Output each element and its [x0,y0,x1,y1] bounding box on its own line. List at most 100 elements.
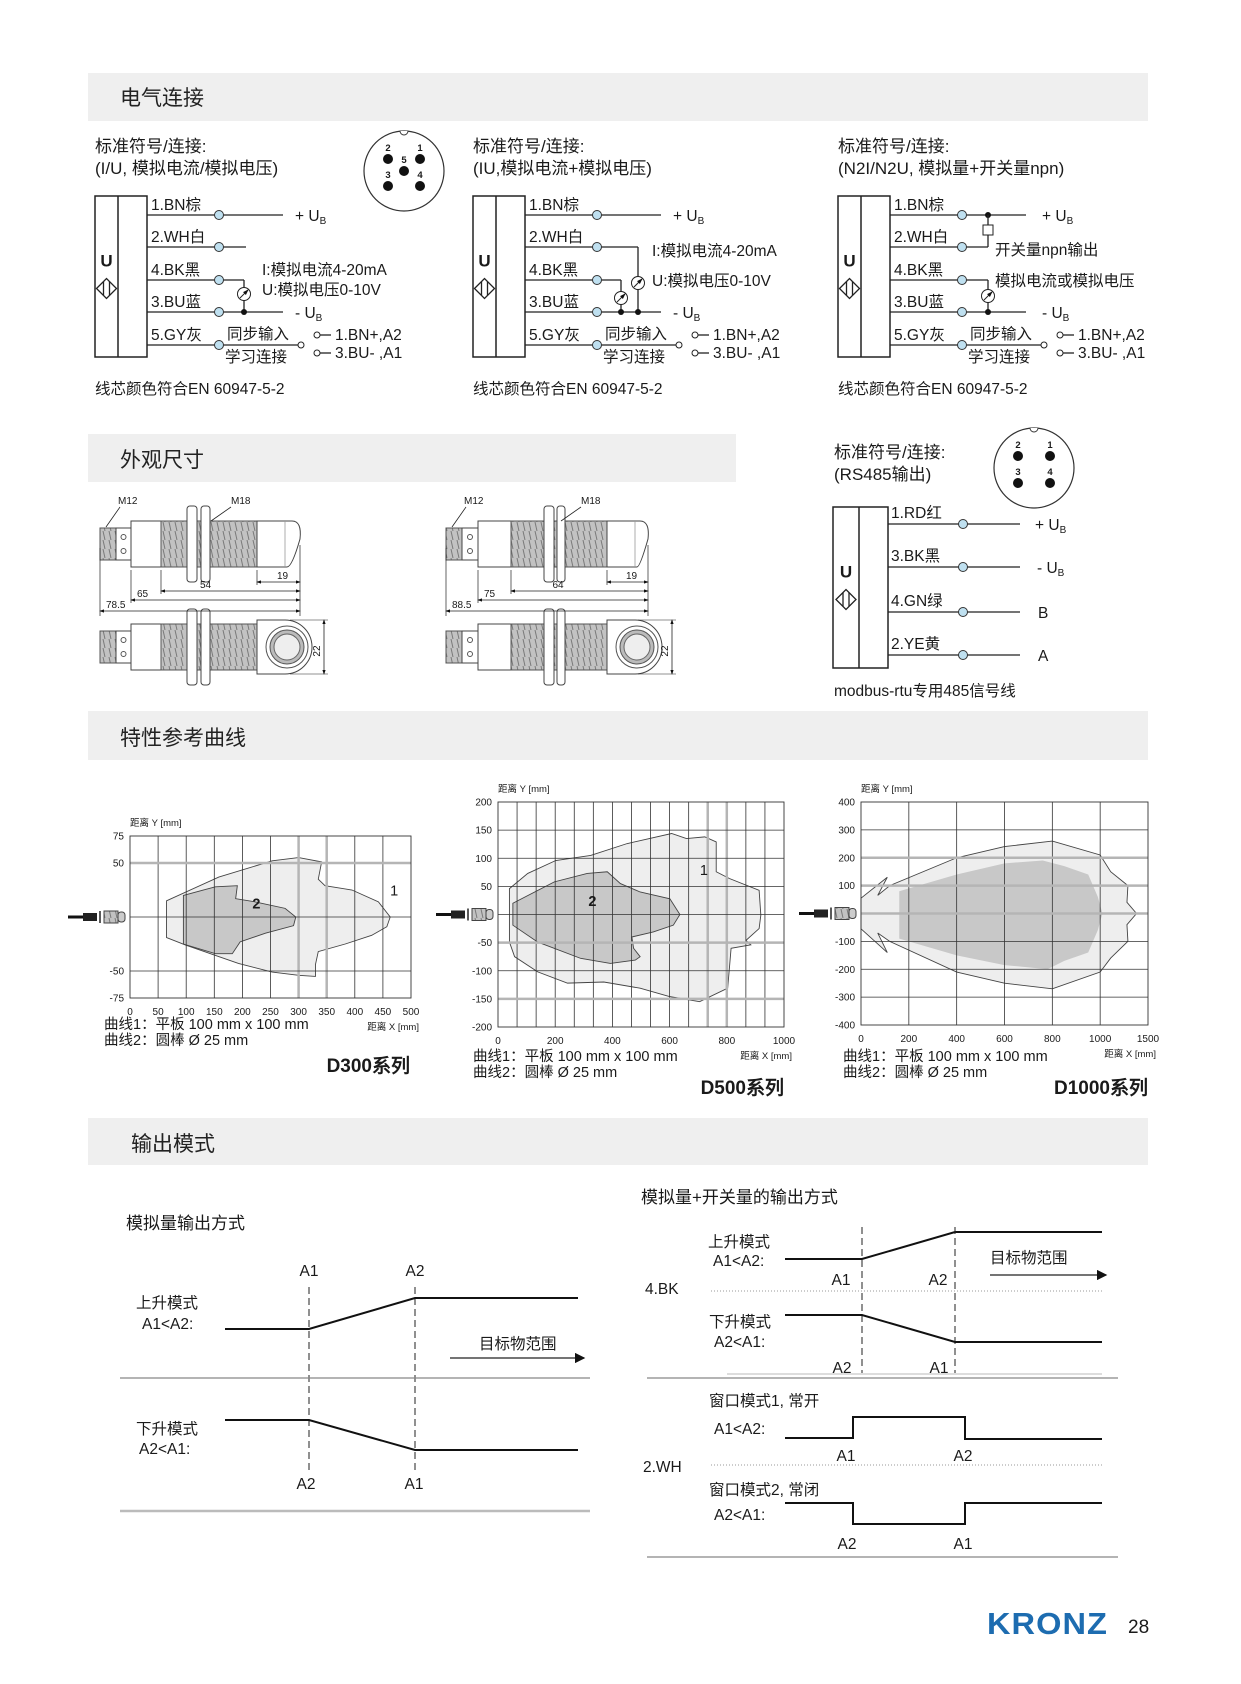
detection-curve-2 [899,860,1103,970]
sensor-block [94,195,148,358]
supply-minus-label: - UB [295,305,323,324]
panel-subtitle: (IU,模拟电流+模拟电压) [473,159,652,178]
wire-label: 2.YE黄 [891,635,940,653]
window-mode-1-curve [785,1416,1102,1440]
threshold-label: A2 [954,1448,973,1465]
bus-b-label: B [1038,605,1048,622]
kronz-logo: KRONZ [987,1606,1108,1641]
terminal-icon [592,275,602,285]
mode-condition: A2<A1: [139,1441,190,1458]
y-tick-label: -200 [835,965,855,976]
threshold-label: A1 [300,1263,319,1280]
sensor-head [256,520,301,568]
modbus-note: modbus-rtu专用485信号线 [834,682,1016,700]
section-title: 输出模式 [131,1133,215,1156]
x-axis-label: 距离 X [mm] [367,1021,419,1033]
terminal-icon [592,242,602,252]
sensor-icon [799,907,857,920]
terminal-icon [957,307,967,317]
section-dimensions: 外观尺寸 [88,434,736,482]
drawing-stroke [983,291,993,301]
target-range-label: 目标物范围 [990,1249,1068,1267]
curve-legend-note: 曲线2：圆棒 Ø 25 mm [104,1032,248,1049]
y-tick-label: 75 [113,832,125,843]
m12-thread [99,527,117,561]
supply-plus-label: + UB [673,208,705,227]
teach-option-label: 1.BN+,A2 [1078,327,1145,344]
connector-housing [461,630,479,664]
series-title: D1000系列 [1054,1077,1148,1099]
teach-option-terminal [1056,349,1064,357]
wire-label: 3.BU蓝 [529,293,579,311]
x-tick-label: 500 [403,1007,420,1018]
threshold-label: A2 [297,1476,316,1493]
connector-pin [1045,451,1055,461]
teach-connection-label: 学习连接 [603,348,665,366]
connector-housing [115,630,132,664]
mounting-nut [200,505,211,583]
width-dimension-value: 22 [660,645,671,657]
y-tick-label: 100 [838,881,855,892]
teach-option-label: 3.BU- ,A1 [1078,345,1145,362]
x-tick-label: 800 [1044,1034,1061,1045]
teach-option-terminal [313,349,321,357]
connector-pin-number: 3 [1015,467,1020,478]
teach-switch-icon [675,341,683,349]
connector-pin [399,166,409,176]
ub-subscript: B [694,313,701,324]
connector-pinout-icon: 1 2 3 45 [363,130,445,212]
ub-subscript: B [1058,568,1065,579]
x-tick-label: 250 [262,1007,279,1018]
y-tick-label: 400 [838,798,855,809]
output-wire-label: 2.WH [643,1459,682,1476]
ub-label: - U [673,305,694,322]
y-tick-label: -200 [472,1023,492,1034]
wire-label: 1.BN棕 [894,196,944,214]
x-tick-label: 0 [127,1007,133,1018]
wire-label: 4.BK黑 [151,262,200,279]
curve-legend-note: 曲线2：圆棒 Ø 25 mm [473,1064,617,1081]
ub-subscript: B [1060,525,1067,536]
mode-condition: A2<A1: [714,1334,765,1351]
curve-label: 2 [252,896,260,912]
mode-condition: A2<A1: [714,1507,765,1524]
dimension-value: 54 [200,580,212,591]
m12-thread [99,630,117,664]
wire-label: 5.GY灰 [894,326,945,344]
wire-label: 2.WH白 [529,228,583,246]
junction-dot [635,309,641,315]
y-tick-label: -100 [835,937,855,948]
mounting-nut [543,505,555,583]
mode-condition: A1<A2: [714,1421,765,1438]
drawing-stroke [120,534,127,540]
mounting-nut [543,608,555,686]
curve-legend-note: 曲线2：圆棒 Ø 25 mm [843,1064,987,1081]
connector-pin [383,181,393,191]
wire-label: 4.BK黑 [894,262,943,279]
drawing-stroke [120,548,127,554]
section-title: 电气连接 [120,87,204,110]
y-tick-label: -400 [835,1021,855,1032]
threshold-label: A1 [930,1360,949,1377]
output-note: 模拟电流或模拟电压 [995,272,1135,290]
sensor-block [837,195,891,358]
output-wire-label: 4.BK [645,1281,679,1298]
sensor-head [606,520,649,568]
threshold-label: A2 [838,1536,857,1553]
terminal-icon [957,210,967,220]
x-tick-label: 0 [858,1034,864,1045]
relay-icon [982,224,994,236]
threshold-label: A1 [837,1448,856,1465]
curve-label: 1 [390,883,398,899]
curve-legend-note: 曲线1：平板 100 mm x 100 mm [843,1047,1048,1065]
sensor-block [832,506,889,669]
junction-dot [241,309,247,315]
sensor-body [477,520,512,568]
x-tick-label: 150 [206,1007,223,1018]
terminal-icon [957,242,967,252]
connector-pin [1013,478,1023,488]
connector-housing [115,527,132,561]
x-tick-label: 400 [948,1034,965,1045]
ub-label: + U [295,208,320,225]
drawing-stroke [848,908,857,919]
